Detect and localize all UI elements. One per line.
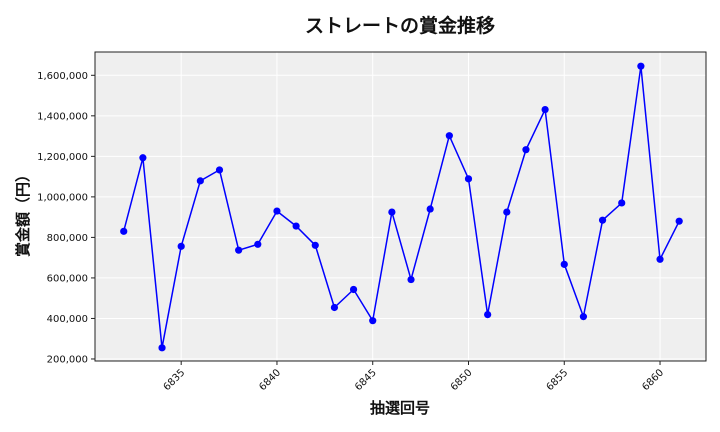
y-tick-label: 400,000: [47, 314, 88, 325]
plot-frame: [94, 51, 707, 362]
data-point: [522, 146, 530, 154]
y-tick-label: 200,000: [47, 354, 88, 365]
data-point: [349, 285, 358, 294]
data-point: [541, 105, 549, 114]
data-point: [235, 246, 243, 254]
data-line: [122, 66, 680, 348]
x-tick-label: 6845: [353, 367, 379, 393]
y-tick-label: 1,000,000: [37, 192, 88, 203]
data-point: [579, 313, 588, 321]
y-tick-label: 1,600,000: [37, 71, 88, 82]
data-point: [292, 222, 300, 230]
data-point: [656, 255, 664, 263]
data-point: [445, 132, 453, 140]
data-point: [464, 175, 473, 183]
data-point: [675, 217, 683, 225]
data-point: [120, 227, 128, 235]
y-tick-label: 1,200,000: [37, 152, 88, 163]
grid-lines: [95, 52, 706, 361]
x-tick-label: 6840: [257, 367, 283, 393]
data-markers: [120, 62, 683, 352]
data-point: [158, 344, 166, 352]
data-point: [426, 205, 434, 213]
data-point: [196, 177, 204, 185]
data-point: [598, 216, 607, 224]
data-point: [254, 240, 262, 248]
x-axis: 6835 6840 6845 6850 6855 6860: [162, 361, 666, 393]
data-point: [484, 310, 492, 319]
y-axis: 200,000 400,000 600,000 800,000 1,000,000 1,2…: [37, 71, 95, 365]
data-point: [330, 303, 339, 312]
data-point: [407, 275, 415, 284]
data-point: [273, 207, 281, 215]
x-axis-label: 抽選回号: [370, 399, 430, 417]
data-point: [560, 260, 568, 268]
data-point: [311, 241, 319, 249]
chart-title: ストレートの賞金推移: [305, 14, 495, 37]
y-tick-label: 600,000: [47, 273, 88, 284]
plot-area: [95, 52, 706, 361]
y-tick-label: 800,000: [47, 233, 88, 244]
x-tick-label: 6850: [449, 367, 475, 393]
data-point: [503, 208, 511, 216]
data-point: [388, 208, 396, 216]
y-tick-label: 1,400,000: [37, 111, 88, 122]
data-point: [215, 166, 224, 174]
data-point: [177, 242, 185, 250]
y-axis-label: 賞金額（円）: [14, 167, 32, 257]
x-tick-label: 6835: [162, 367, 188, 393]
data-point: [637, 62, 645, 70]
x-tick-label: 6860: [640, 367, 666, 393]
data-point: [618, 199, 626, 207]
data-point: [139, 154, 147, 162]
data-point: [369, 317, 377, 325]
x-tick-label: 6855: [545, 367, 571, 393]
